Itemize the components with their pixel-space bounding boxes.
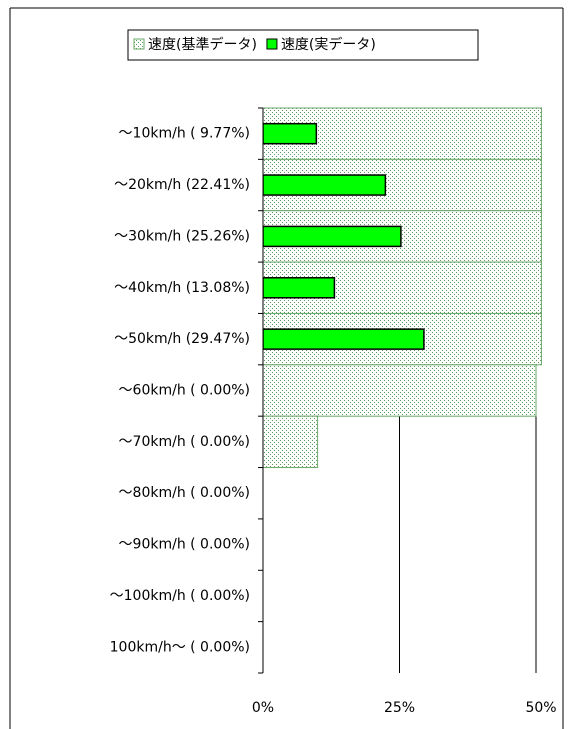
legend-label: 速度(実データ): [281, 36, 376, 53]
legend-swatch: [133, 38, 145, 50]
y-tick-label: ～10km/h ( 9.77%): [119, 126, 250, 142]
y-tick-label: ～50km/h (29.47%): [114, 331, 250, 347]
x-tick-label: 25%: [384, 700, 415, 716]
actual-bar: [263, 122, 318, 145]
y-tick-label: ～60km/h ( 0.00%): [119, 383, 250, 399]
y-tick-label: ～80km/h ( 0.00%): [119, 485, 250, 501]
y-tick-label: ～20km/h (22.41%): [114, 177, 250, 193]
legend-label: 速度(基準データ): [148, 36, 257, 53]
base-bar: [263, 415, 319, 469]
y-tick-label: ～100km/h ( 0.00%): [110, 588, 250, 604]
x-tick-label: 0%: [252, 700, 274, 716]
base-bar: [263, 364, 537, 417]
bars: [263, 107, 542, 469]
legend-swatch: [266, 38, 278, 50]
actual-bar: [263, 225, 402, 248]
y-tick-label: ～70km/h ( 0.00%): [119, 434, 250, 450]
y-tick-label: 100km/h～ ( 0.00%): [110, 639, 250, 655]
actual-bar: [263, 174, 387, 196]
axes: 0% 25% 50% ～10km/h ( 9.77%) ～20km/h (22.41%)…: [110, 107, 557, 716]
actual-bar: [263, 328, 425, 350]
x-tick-label: 50%: [525, 700, 556, 716]
y-tick-label: ～30km/h (25.26%): [114, 228, 250, 244]
y-tick-label: ～40km/h (13.08%): [114, 280, 250, 296]
legend: [127, 29, 479, 61]
y-tick-label: ～90km/h ( 0.00%): [119, 537, 250, 553]
actual-bar: [263, 277, 336, 299]
